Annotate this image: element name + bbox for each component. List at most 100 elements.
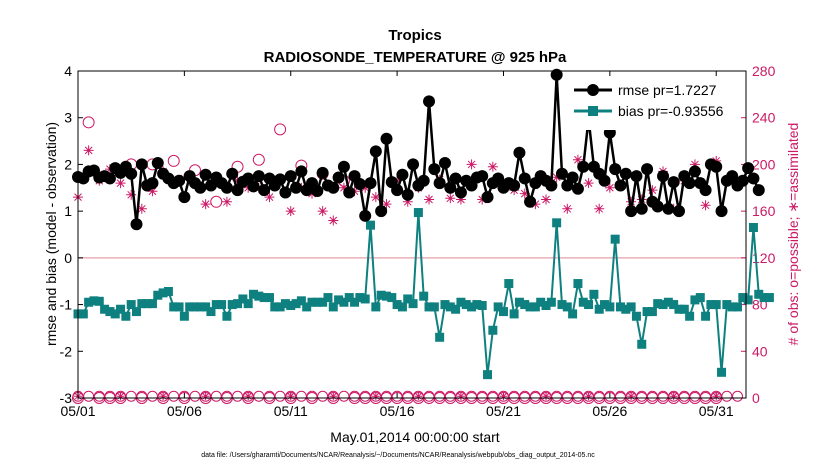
rmse-point [199,168,212,181]
y-left-tick-label: 3 [64,110,72,126]
rmse-point [311,185,324,198]
y-left-tick-label: 0 [64,250,72,266]
rmse-point [396,168,409,181]
y-right-tick-label: 160 [752,203,776,219]
possible-obs-baseline-point [540,390,552,402]
bias-point [568,309,578,319]
assimilated-obs-point [689,159,700,170]
bias-point [286,301,296,311]
bias-point [403,294,413,304]
possible-obs-baseline-point [466,390,478,402]
bias-point [626,302,636,312]
plot-frame-border [77,70,747,399]
bias-point [541,301,551,311]
assimilated-obs-baseline-point [414,392,423,401]
possible-obs-baseline-point [657,390,669,402]
rmse-point [194,181,207,194]
assimilated-obs-baseline-point [712,392,721,401]
bias-point [94,296,104,306]
bias-point [754,289,764,299]
assimilated-obs-point [562,203,573,214]
possible-obs-baseline-point [731,390,743,402]
possible-obs-baseline-point [519,390,531,402]
assimilated-obs-baseline-point [499,392,508,401]
assimilated-obs-point [147,186,158,197]
possible-obs-baseline-point [593,390,605,402]
legend-bias-label: bias pr=-0.93556 [618,103,724,119]
possible-obs-point [167,154,180,167]
data-file-footer: data file: /Users/gharamti/Documents/NCA… [201,452,595,459]
bias-point [509,309,519,319]
bias-point [350,297,360,307]
possible-obs-baseline-point [604,390,616,402]
rmse-point [423,95,436,108]
bias-point [222,311,232,321]
bias-point [764,293,774,303]
rmse-point [173,174,186,187]
rmse-point [609,163,622,176]
assimilated-obs-point [541,194,552,205]
bias-point [743,295,753,305]
rmse-point [747,172,760,185]
possible-obs-baseline-point [434,390,446,402]
bias-point [679,304,689,314]
possible-obs-baseline-point [115,390,127,402]
possible-obs-baseline-point [189,390,201,402]
rmse-point [284,170,297,183]
bias-point [552,218,562,228]
bias-point [233,299,243,309]
possible-obs-baseline-point [327,390,339,402]
bias-point [84,297,94,307]
assimilated-obs-point [583,178,594,189]
bias-point [748,222,758,232]
rmse-point [135,158,148,171]
bias-point [520,300,530,310]
rmse-point [625,205,638,218]
bias-point [727,302,737,312]
rmse-point [492,172,505,185]
assimilated-obs-point [370,192,381,203]
bias-point [254,291,264,301]
bias-point [642,307,652,317]
assimilated-obs-point [551,172,562,183]
assimilated-obs-point [647,185,658,196]
rmse-point [375,205,388,218]
bias-point [355,293,365,303]
bias-point [259,293,269,303]
rmse-point [295,165,308,178]
bias-point [493,302,503,312]
bias-point [711,300,721,310]
possible-obs-baseline-point [678,390,690,402]
bias-point [334,295,344,305]
x-tick-label: 05/06 [167,403,202,419]
rmse-point [566,171,579,184]
possible-obs-baseline-point [210,390,222,402]
chart-title: Tropics [388,27,441,44]
assimilated-obs-baseline-point [456,392,465,401]
bias-point [440,300,450,310]
y-right-tick-label: 40 [752,343,768,359]
possible-obs-baseline-point [561,390,573,402]
rmse-point [146,177,159,190]
bias-point [536,297,546,307]
rmse-point [337,160,350,173]
assimilated-obs-baseline-point [201,392,210,401]
bias-point [249,289,259,299]
x-tick-label: 05/11 [274,403,308,419]
y-left-tick-label: -2 [60,343,73,359]
bias-point [408,299,418,309]
rmse-point [630,170,643,183]
rmse-point [710,160,723,173]
rmse-point [550,68,563,81]
chart-subtitle: RADIOSONDE_TEMPERATURE @ 925 hPa [264,49,567,66]
bias-point [270,302,280,312]
x-tick-label: 05/16 [380,403,415,419]
rmse-point [545,179,558,192]
bias-point [424,302,434,312]
rmse-point [369,145,382,158]
bias-point [621,304,631,314]
rmse-point [571,182,584,195]
bias-point [381,291,391,301]
rmse-point [407,158,420,171]
bias-point [211,300,221,310]
